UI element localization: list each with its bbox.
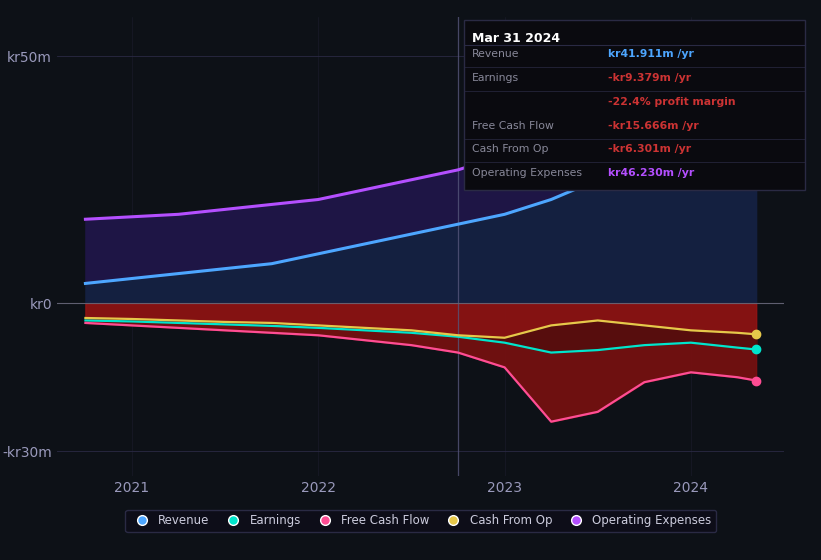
- Text: Free Cash Flow: Free Cash Flow: [472, 121, 554, 130]
- Text: Revenue: Revenue: [472, 49, 520, 59]
- Text: -kr9.379m /yr: -kr9.379m /yr: [608, 73, 690, 83]
- Text: Earnings: Earnings: [472, 73, 519, 83]
- Text: kr41.911m /yr: kr41.911m /yr: [608, 49, 694, 59]
- Text: Mar 31 2024: Mar 31 2024: [472, 32, 560, 45]
- Text: Cash From Op: Cash From Op: [472, 144, 548, 155]
- Text: kr46.230m /yr: kr46.230m /yr: [608, 169, 694, 178]
- Text: -22.4% profit margin: -22.4% profit margin: [608, 97, 735, 107]
- Text: -kr6.301m /yr: -kr6.301m /yr: [608, 144, 690, 155]
- Text: Operating Expenses: Operating Expenses: [472, 169, 582, 178]
- Text: -kr15.666m /yr: -kr15.666m /yr: [608, 121, 699, 130]
- Legend: Revenue, Earnings, Free Cash Flow, Cash From Op, Operating Expenses: Revenue, Earnings, Free Cash Flow, Cash …: [125, 510, 717, 532]
